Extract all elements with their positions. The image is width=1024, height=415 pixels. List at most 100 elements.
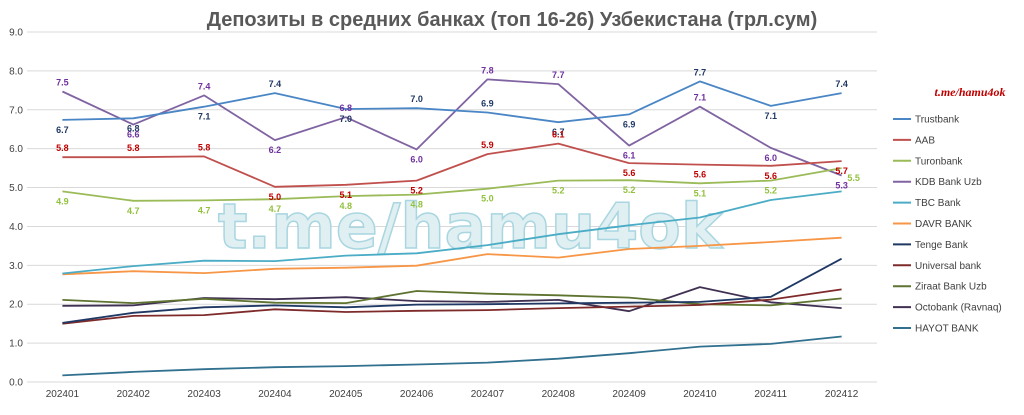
legend-label: Octobank (Ravnaq): [915, 303, 1002, 314]
y-tick-label: 9.0: [9, 28, 23, 39]
data-label: 6.8: [127, 123, 140, 133]
series-line-turonbank: [62, 167, 842, 202]
gridlines: [27, 31, 877, 383]
data-label: 4.7: [127, 206, 140, 216]
data-label: 5.9: [481, 140, 494, 150]
data-label: 6.1: [552, 130, 565, 140]
y-tick-label: 7.0: [9, 105, 23, 116]
legend-label: Ziraat Bank Uzb: [915, 282, 987, 293]
data-label: 7.0: [410, 94, 423, 104]
x-tick-label: 202410: [683, 389, 717, 400]
data-label: 7.1: [764, 111, 777, 121]
x-tick-label: 202411: [754, 389, 787, 400]
series-line-tbc-bank: [62, 190, 842, 275]
data-label: 5.3: [835, 181, 848, 191]
data-label: 7.7: [552, 70, 565, 80]
data-label: 6.8: [339, 103, 352, 113]
series-line-tenge-bank: [62, 257, 843, 324]
series-line-trustbank: [62, 80, 842, 124]
y-tick-label: 2.0: [9, 300, 23, 311]
x-tick-label: 202404: [258, 389, 292, 400]
data-label: 5.8: [56, 143, 69, 153]
data-label: 4.7: [198, 205, 211, 215]
data-label: 5.2: [552, 186, 565, 196]
data-labels: 6.7 6.8 7.1 7.4 7.0 7.0 6.9 6.7 6.9 7.7 7.1 7.4 5.8 5…: [56, 65, 860, 215]
data-label: 7.7: [694, 67, 707, 77]
legend: Trustbank AAB Turonbank KDB Bank Uzb TBC Ban…: [893, 115, 1002, 335]
data-label: 4.8: [410, 200, 423, 210]
data-label: 5.8: [198, 142, 211, 152]
data-label: 7.4: [198, 81, 211, 91]
x-tick-label: 202401: [46, 389, 80, 400]
series-line-universal-bank: [62, 288, 842, 325]
data-label: 6.1: [623, 151, 636, 161]
x-tick-label: 202408: [542, 389, 576, 400]
data-label: 4.8: [339, 201, 352, 211]
data-label: 5.8: [127, 143, 140, 153]
x-tick-label: 202412: [825, 389, 859, 400]
y-tick-label: 6.0: [9, 144, 23, 155]
legend-label: Turonbank: [915, 156, 963, 167]
watermark: t.me/hamu4ok: [218, 190, 724, 263]
series-line-hayot-bank: [62, 335, 842, 377]
x-axis-tick-labels: 202401 202402 202403 202404 202405 202406 2024…: [46, 389, 859, 400]
series-line-aab: [62, 142, 842, 188]
data-label: 6.2: [269, 145, 282, 155]
x-tick-label: 202407: [471, 389, 505, 400]
y-tick-label: 1.0: [9, 339, 23, 350]
chart-title: Депозиты в средних банках (топ 16-26) Уз…: [207, 9, 818, 31]
legend-label: AAB: [915, 135, 935, 146]
data-label: 6.0: [410, 154, 423, 164]
data-label: 5.7: [835, 166, 848, 176]
data-label: 5.6: [764, 171, 777, 181]
x-tick-label: 202405: [329, 389, 363, 400]
legend-label: KDB Bank Uzb: [915, 177, 982, 188]
data-label: 6.6: [127, 130, 140, 140]
series-line-davr-bank: [62, 236, 842, 276]
legend-label: TBC Bank: [915, 198, 962, 209]
data-label: 5.2: [764, 186, 777, 196]
legend-label: Universal bank: [915, 261, 982, 272]
data-label: 7.1: [694, 93, 707, 103]
data-label: 6.7: [552, 127, 565, 137]
series-lines: [62, 78, 843, 377]
x-tick-label: 202406: [400, 389, 434, 400]
y-tick-label: 0.0: [9, 378, 23, 389]
data-label: 7.1: [198, 112, 211, 122]
data-label: 7.4: [269, 79, 282, 89]
y-tick-label: 4.0: [9, 222, 23, 233]
legend-label: DAVR BANK: [915, 219, 972, 230]
data-label: 5.0: [269, 192, 282, 202]
data-label: 6.9: [481, 99, 494, 109]
legend-label: HAYOT BANK: [915, 324, 979, 335]
x-tick-label: 202403: [187, 389, 221, 400]
data-label: 7.5: [56, 78, 69, 88]
data-label: 5.1: [339, 190, 352, 200]
x-tick-label: 202402: [117, 389, 151, 400]
series-line-kdb-bank-uzb: [62, 78, 842, 177]
data-label: 5.6: [694, 170, 707, 180]
data-label: 7.8: [481, 65, 494, 75]
data-label: 7.4: [835, 79, 848, 89]
watermark-handle: t.me/hamu4ok: [934, 85, 1005, 99]
x-tick-label: 202409: [612, 389, 646, 400]
data-label: 4.9: [56, 196, 69, 206]
legend-label: Tenge Bank: [915, 240, 969, 251]
series-line-octobank-ravnaq-: [62, 286, 842, 313]
data-label: 4.7: [269, 204, 282, 214]
data-label: 5.5: [847, 173, 860, 183]
data-label: 5.1: [694, 188, 707, 198]
data-label: 6.0: [764, 153, 777, 163]
y-tick-label: 5.0: [9, 183, 23, 194]
legend-label: Trustbank: [915, 115, 960, 126]
data-label: 6.7: [56, 125, 69, 135]
data-label: 5.0: [481, 194, 494, 204]
data-label: 5.2: [410, 186, 423, 196]
data-label: 5.6: [623, 168, 636, 178]
y-axis-tick-labels: 0.0 1.0 2.0 3.0 4.0 5.0 6.0 7.0 8.0 9.0: [9, 28, 23, 389]
y-tick-label: 3.0: [9, 261, 23, 272]
data-label: 6.9: [623, 119, 636, 129]
data-label: 7.0: [339, 114, 352, 124]
data-label: 5.2: [623, 185, 636, 195]
